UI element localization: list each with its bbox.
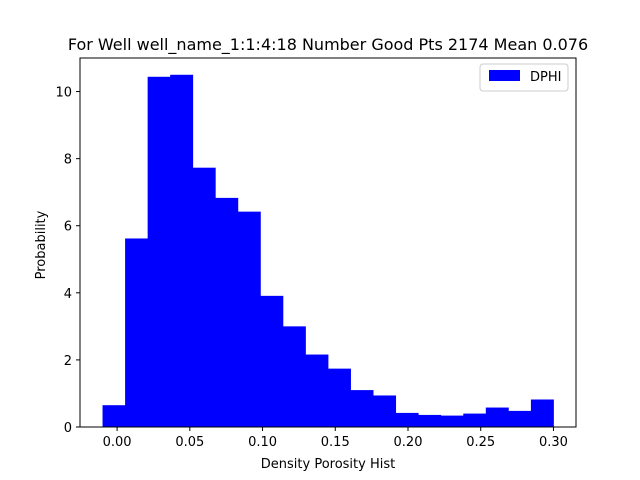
histogram-bar [237,211,261,427]
x-tick-label: 0.05 [175,435,204,450]
histogram-bar [418,414,442,427]
x-axis-ticks: 0.00 0.05 0.10 0.15 0.20 0.25 0.30 [103,427,568,450]
histogram-bar [328,368,351,427]
legend: DPHI [479,63,569,92]
histogram-bar [440,415,464,427]
histogram-bar [350,390,374,427]
plot-frame [79,57,577,428]
histogram-bar [463,413,487,427]
histogram-bar [192,167,216,427]
histogram-bar [215,197,239,427]
histogram-bar [395,412,419,427]
y-tick-label: 6 [64,220,72,235]
x-tick-label: 0.25 [466,435,495,450]
y-tick-label: 0 [64,421,72,436]
histogram-bar [530,399,554,427]
x-tick-label: 0.30 [539,435,568,450]
legend-swatch-dphi [489,70,520,81]
legend-label-dphi: DPHI [530,70,561,85]
y-tick-label: 10 [55,86,72,101]
histogram-bar [485,407,509,427]
x-tick-label: 0.20 [394,435,423,450]
histogram-bar [282,326,306,427]
x-tick-label: 0.15 [321,435,350,450]
chart-title: For Well well_name_1:1:4:18 Number Good … [68,35,588,55]
y-axis-ticks: 0 2 4 6 8 10 [55,86,80,436]
y-axis-label: Probability [34,210,49,279]
histogram-bar [170,74,194,427]
histogram-bar [260,295,284,427]
histogram-bar [125,238,149,427]
histogram-bar [305,354,329,427]
histogram-bar [147,76,171,427]
y-tick-label: 2 [64,354,72,369]
y-tick-label: 4 [64,287,72,302]
histogram-bar [373,395,397,427]
y-tick-label: 8 [64,153,72,168]
histogram-bar [102,405,126,427]
x-tick-label: 0.00 [103,435,132,450]
histogram-bars [102,74,554,427]
x-tick-label: 0.10 [248,435,277,450]
x-axis-label: Density Porosity Hist [261,457,395,472]
histogram-bar [508,410,532,427]
